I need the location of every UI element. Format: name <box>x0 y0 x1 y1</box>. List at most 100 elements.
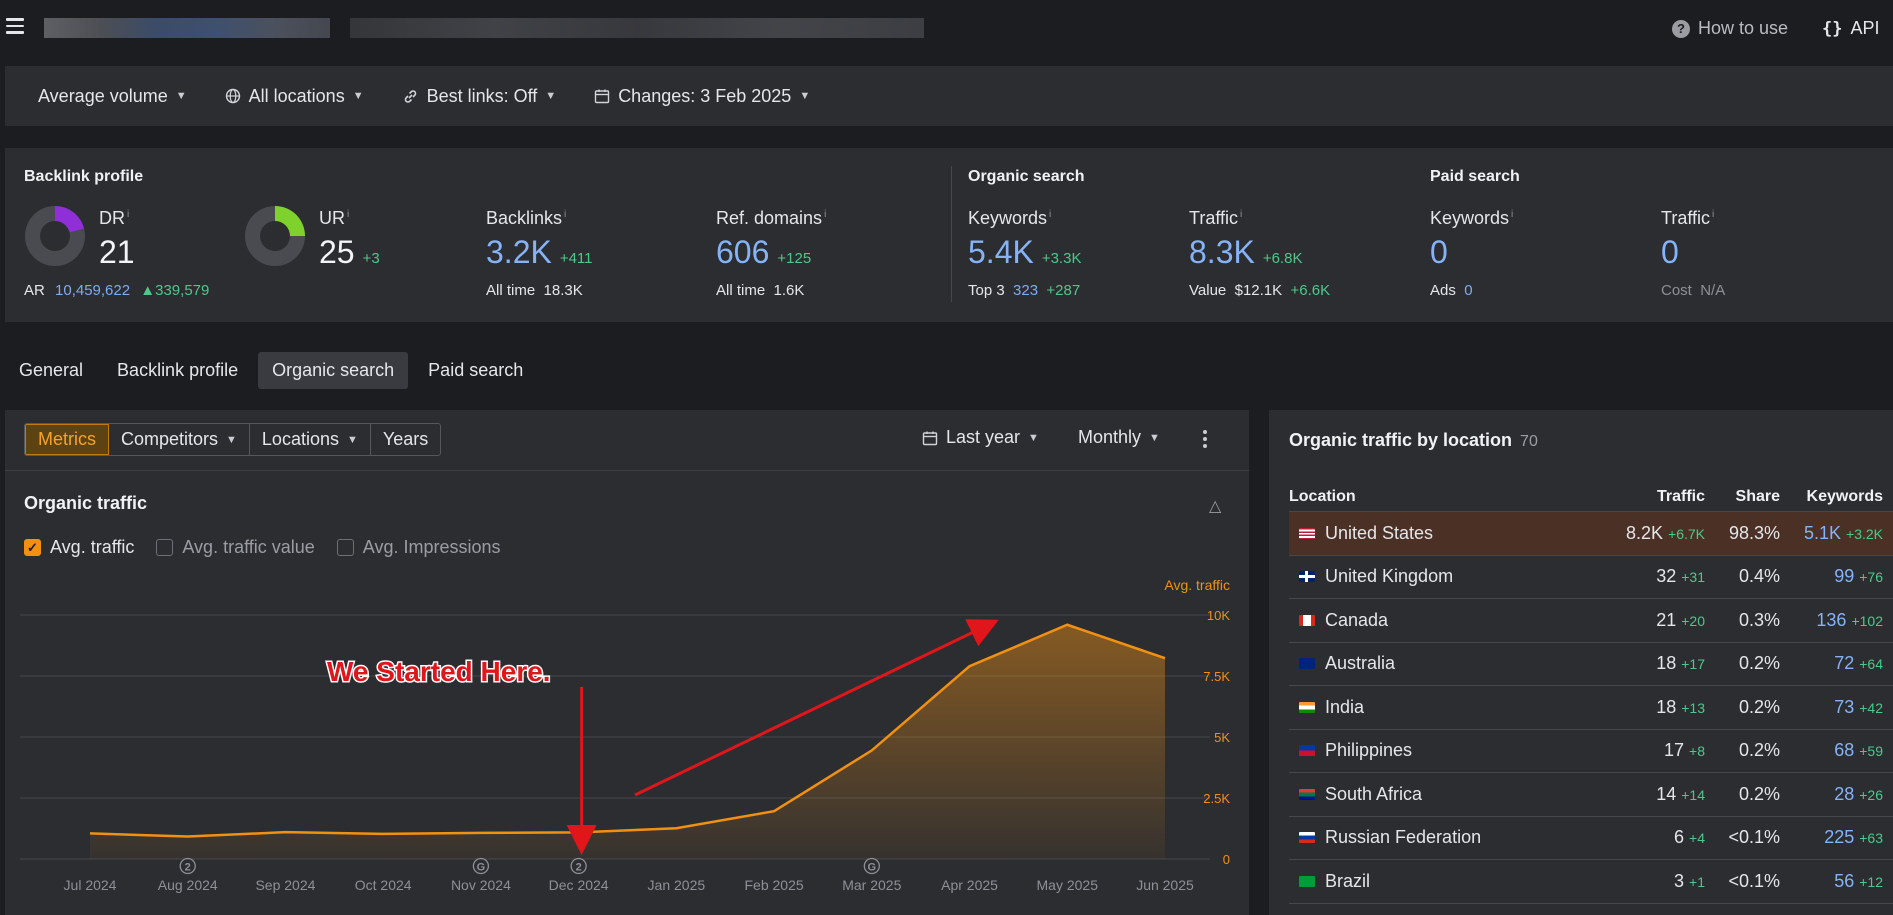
changes-filter[interactable]: Changes: 3 Feb 2025 ▼ <box>594 86 810 107</box>
menu-icon[interactable] <box>6 18 24 36</box>
ur-label[interactable]: UR i <box>319 208 350 228</box>
ref-domains-value[interactable]: 606 +125 <box>716 234 812 270</box>
segment-years[interactable]: Years <box>382 429 429 449</box>
chevron-down-icon: ▼ <box>346 433 358 446</box>
location-name-cell[interactable]: Canada <box>1289 610 1599 631</box>
keywords-cell[interactable]: 56 +12 <box>1834 870 1883 891</box>
info-icon: i <box>564 209 567 220</box>
ar-line: AR 10,459,622 ▲339,579 <box>24 282 210 299</box>
keywords-cell[interactable]: 5.1K +3.2K <box>1803 522 1883 543</box>
location-name-cell[interactable]: South Africa <box>1289 784 1599 805</box>
check-icon: ✓ <box>24 539 41 556</box>
dr-label[interactable]: DR i <box>99 208 130 228</box>
location-row[interactable]: United Kingdom 32 +31 0.4% 99 +76 <box>1289 556 1893 599</box>
tab-paid-search[interactable]: Paid search <box>428 360 524 380</box>
keywords-cell[interactable]: 99 +76 <box>1834 566 1883 587</box>
keywords-cell[interactable]: 68 +59 <box>1834 740 1883 761</box>
volume-filter[interactable]: Average volume ▼ <box>38 86 187 107</box>
organic-keywords-label[interactable]: Keywords i <box>968 208 1052 228</box>
share-cell: 0.2% <box>1738 696 1780 717</box>
keywords-cell[interactable]: 225 +63 <box>1824 827 1883 848</box>
organic-traffic-delta: +6.8K <box>1262 250 1303 267</box>
location-name-cell[interactable]: Philippines <box>1289 740 1599 761</box>
ref-domains-label[interactable]: Ref. domains i <box>716 208 827 228</box>
avg-traffic-checkbox[interactable]: ✓ Avg. traffic <box>24 537 134 558</box>
y-tick-label: 10K <box>1207 608 1230 623</box>
location-table-header: Location Traffic Share Keywords <box>1289 482 1893 512</box>
location-row[interactable]: India 18 +13 0.2% 73 +42 <box>1289 686 1893 730</box>
backlinks-value[interactable]: 3.2K +411 <box>486 234 593 270</box>
backlinks-label[interactable]: Backlinks i <box>486 208 567 228</box>
top3-value[interactable]: 323 <box>1013 282 1039 299</box>
period-dropdown[interactable]: Last year ▼ <box>922 427 1039 448</box>
header-keywords[interactable]: Keywords <box>1806 487 1883 505</box>
ru-flag-icon <box>1299 832 1315 844</box>
location-row[interactable]: Australia 18 +17 0.2% 72 +64 <box>1289 643 1893 686</box>
ur-value: 25 +3 <box>319 234 380 270</box>
organic-keywords-value[interactable]: 5.4K +3.3K <box>968 234 1082 270</box>
header-location[interactable]: Location <box>1289 487 1356 505</box>
best-links-filter-label: Best links: Off <box>426 85 538 106</box>
section-divider <box>951 166 952 302</box>
api-link[interactable]: {} API <box>1822 18 1880 39</box>
segment-locations[interactable]: Locations ▼ <box>250 424 371 455</box>
best-links-filter[interactable]: Best links: Off ▼ <box>402 85 556 107</box>
location-name-cell[interactable]: India <box>1289 697 1599 718</box>
x-tick-label: Apr 2025 <box>941 877 998 893</box>
organic-traffic-label[interactable]: Traffic i <box>1189 208 1243 228</box>
ads-line: Ads 0 <box>1430 282 1473 299</box>
header-traffic[interactable]: Traffic <box>1656 487 1705 505</box>
info-icon: i <box>127 209 130 220</box>
avg-traffic-value-checkbox[interactable]: Avg. traffic value <box>156 537 315 558</box>
ar-value[interactable]: 10,459,622 <box>55 282 131 299</box>
organic-traffic-value[interactable]: 8.3K +6.8K <box>1189 234 1303 270</box>
interval-dropdown[interactable]: Monthly ▼ <box>1078 427 1160 448</box>
info-icon: i <box>1049 209 1052 220</box>
header-share[interactable]: Share <box>1735 487 1780 505</box>
segment-competitors[interactable]: Competitors ▼ <box>109 424 250 455</box>
in-flag-icon <box>1299 701 1315 713</box>
chevron-up-icon[interactable]: △ <box>1209 498 1222 515</box>
location-row[interactable]: Russian Federation 6 +4 <0.1% 225 +63 <box>1289 817 1893 860</box>
paid-traffic-value[interactable]: 0 <box>1661 234 1679 270</box>
how-to-use-link[interactable]: ? How to use <box>1672 18 1788 39</box>
more-options-icon[interactable] <box>1203 430 1209 451</box>
location-name-cell[interactable]: Australia <box>1289 653 1599 674</box>
location-panel-title: Organic traffic by location 70 <box>1289 430 1538 450</box>
country-name: Russian Federation <box>1325 827 1482 848</box>
chevron-down-icon: ▼ <box>175 90 187 102</box>
x-tick-label: Nov 2024 <box>451 877 511 893</box>
location-row[interactable]: Canada 21 +20 0.3% 136 +102 <box>1289 599 1893 643</box>
event-marker-label: G <box>868 862 877 874</box>
location-name-cell[interactable]: United States <box>1289 523 1599 544</box>
location-name-cell[interactable]: Russian Federation <box>1289 827 1599 848</box>
paid-keywords-label[interactable]: Keywords i <box>1430 208 1514 228</box>
country-name: United States <box>1325 522 1434 543</box>
location-row[interactable]: United States 8.2K +6.7K 98.3% 5.1K +3.2K <box>1289 512 1893 556</box>
location-row[interactable]: South Africa 14 +14 0.2% 28 +26 <box>1289 773 1893 817</box>
tab-organic-search[interactable]: Organic search <box>258 352 409 389</box>
avg-impressions-checkbox[interactable]: Avg. Impressions <box>336 537 501 558</box>
keywords-cell[interactable]: 73 +42 <box>1834 696 1883 717</box>
location-name-cell[interactable]: Brazil <box>1289 871 1599 892</box>
info-icon: i <box>1712 209 1715 220</box>
tab-general[interactable]: General <box>19 360 84 380</box>
chevron-down-icon: ▼ <box>226 433 237 446</box>
location-name-cell[interactable]: United Kingdom <box>1289 566 1599 587</box>
location-row[interactable]: Philippines 17 +8 0.2% 68 +59 <box>1289 730 1893 773</box>
traffic-cell: 32 +31 <box>1656 566 1705 587</box>
segment-metrics[interactable]: Metrics <box>25 424 109 455</box>
organic-traffic-title: Organic traffic <box>24 493 148 513</box>
keywords-cell[interactable]: 136 +102 <box>1816 609 1883 630</box>
locations-filter[interactable]: All locations ▼ <box>225 86 364 107</box>
paid-traffic-label[interactable]: Traffic i <box>1661 208 1715 228</box>
x-tick-label: Jun 2025 <box>1136 877 1194 893</box>
event-marker-label: 2 <box>185 862 191 874</box>
keywords-cell[interactable]: 28 +26 <box>1834 783 1883 804</box>
chevron-down-icon: ▼ <box>352 90 364 102</box>
location-row[interactable]: Brazil 3 +1 <0.1% 56 +12 <box>1289 860 1893 904</box>
keywords-cell[interactable]: 72 +64 <box>1834 653 1883 674</box>
tab-backlink-profile[interactable]: Backlink profile <box>117 360 239 380</box>
organic-search-title: Organic search <box>968 168 1085 185</box>
paid-keywords-value[interactable]: 0 <box>1430 234 1448 270</box>
